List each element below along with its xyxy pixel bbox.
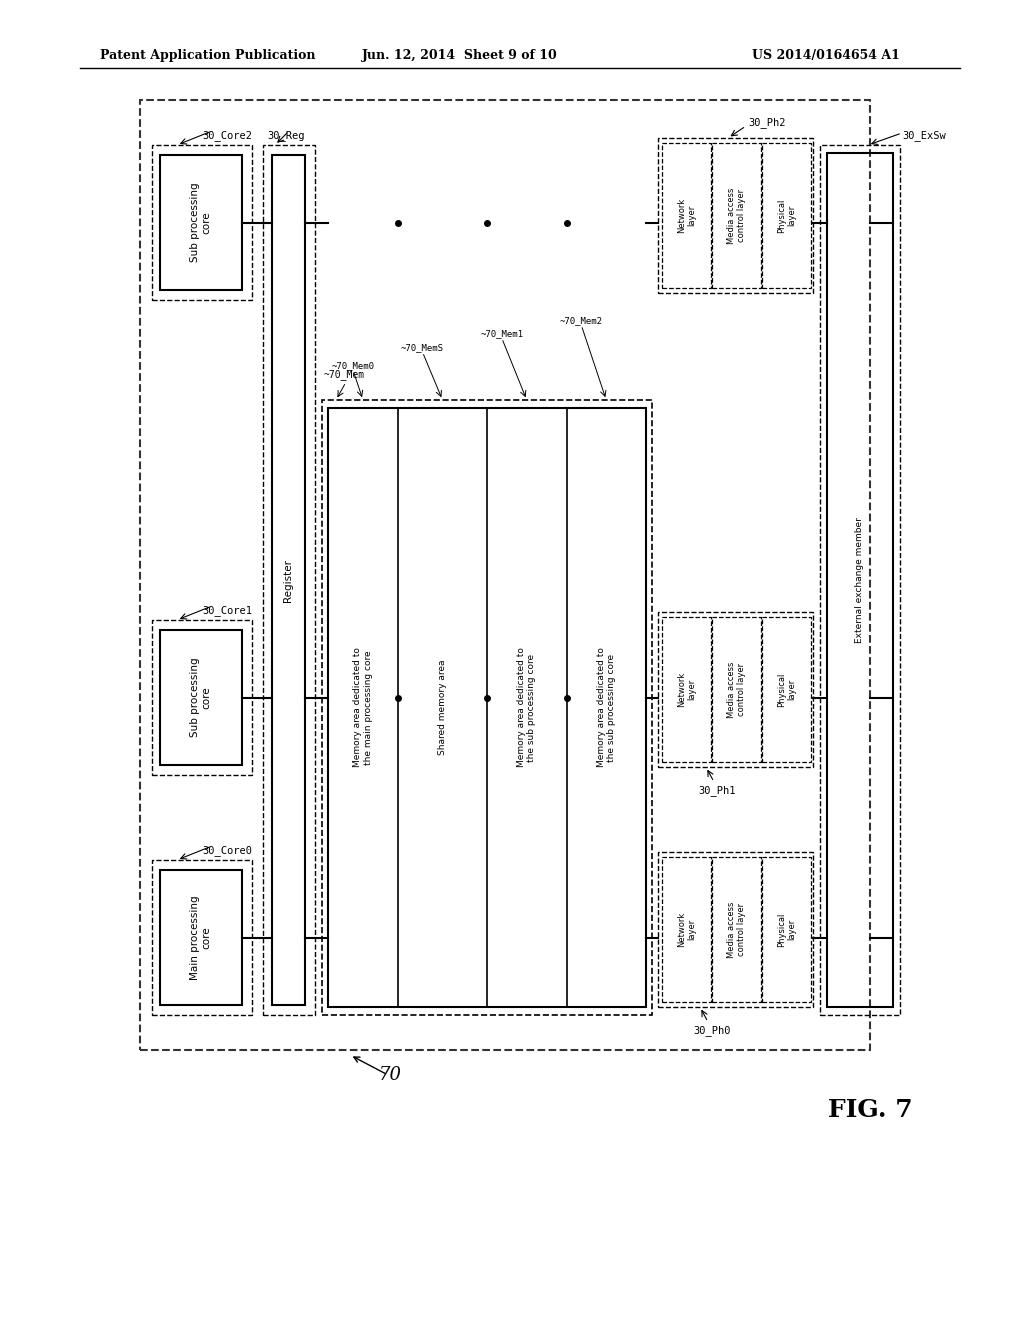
Text: 30_Core1: 30_Core1 [202, 605, 252, 616]
Text: Network
layer: Network layer [677, 912, 696, 948]
Text: Media access
control layer: Media access control layer [727, 187, 746, 244]
Bar [762, 857, 811, 1002]
Bar [328, 408, 646, 1007]
Text: Physical
layer: Physical layer [777, 672, 797, 706]
Text: ~70_Mem: ~70_Mem [324, 370, 366, 380]
Text: ~70_Mem0: ~70_Mem0 [332, 360, 375, 370]
Text: Patent Application Publication: Patent Application Publication [100, 49, 315, 62]
Bar [762, 143, 811, 288]
Bar [152, 620, 252, 775]
Bar [658, 139, 813, 293]
Text: Memory area dedicated to
the main processing core: Memory area dedicated to the main proces… [353, 648, 373, 767]
Text: FIG. 7: FIG. 7 [827, 1098, 912, 1122]
Text: Physical
layer: Physical layer [777, 912, 797, 946]
Text: 30_Reg: 30_Reg [267, 131, 304, 141]
Bar [160, 870, 242, 1005]
Bar [152, 145, 252, 300]
Bar [263, 145, 315, 1015]
Bar [152, 861, 252, 1015]
Bar [662, 616, 711, 762]
Text: 30_Core2: 30_Core2 [202, 131, 252, 141]
Text: Network
layer: Network layer [677, 198, 696, 234]
Text: Jun. 12, 2014  Sheet 9 of 10: Jun. 12, 2014 Sheet 9 of 10 [362, 49, 558, 62]
Text: Physical
layer: Physical layer [777, 198, 797, 232]
Bar [712, 616, 761, 762]
Bar [160, 630, 242, 766]
Text: 30_Ph2: 30_Ph2 [748, 117, 785, 128]
Bar [762, 616, 811, 762]
Text: 30_ExSw: 30_ExSw [902, 131, 946, 141]
Bar [140, 100, 870, 1049]
Text: 70: 70 [379, 1067, 401, 1084]
Text: Sub processing
core: Sub processing core [190, 182, 212, 263]
Bar [658, 851, 813, 1007]
Text: ~70_Mem1: ~70_Mem1 [480, 329, 523, 338]
Text: 30_Ph1: 30_Ph1 [698, 785, 735, 796]
Bar [662, 143, 711, 288]
Text: Register: Register [284, 558, 294, 602]
Text: US 2014/0164654 A1: US 2014/0164654 A1 [752, 49, 900, 62]
Bar [712, 143, 761, 288]
Bar [820, 145, 900, 1015]
Text: ~70_Mem2: ~70_Mem2 [560, 315, 603, 325]
Text: Network
layer: Network layer [677, 672, 696, 708]
Text: 30_Ph0: 30_Ph0 [693, 1026, 730, 1036]
Text: External exchange member: External exchange member [855, 517, 864, 643]
Bar [827, 153, 893, 1007]
Bar [712, 857, 761, 1002]
Bar [272, 154, 305, 1005]
Bar [322, 400, 652, 1015]
Text: Media access
control layer: Media access control layer [727, 902, 746, 958]
Text: Main processing
core: Main processing core [190, 895, 212, 979]
Text: Memory area dedicated to
the sub processing core: Memory area dedicated to the sub process… [517, 648, 537, 767]
Text: Media access
control layer: Media access control layer [727, 661, 746, 718]
Bar [658, 612, 813, 767]
Text: ~70_MemS: ~70_MemS [401, 343, 444, 352]
Text: Shared memory area: Shared memory area [438, 660, 447, 755]
Bar [662, 857, 711, 1002]
Text: Sub processing
core: Sub processing core [190, 657, 212, 738]
Text: Memory area dedicated to
the sub processing core: Memory area dedicated to the sub process… [597, 648, 616, 767]
Bar [160, 154, 242, 290]
Text: 30_Core0: 30_Core0 [202, 845, 252, 855]
